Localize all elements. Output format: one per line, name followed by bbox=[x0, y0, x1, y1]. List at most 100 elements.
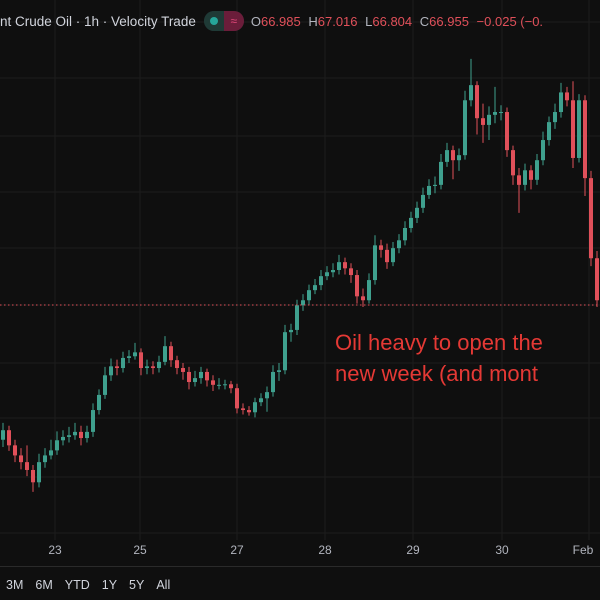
candle bbox=[289, 323, 293, 342]
candle-body bbox=[319, 276, 323, 286]
candle bbox=[529, 165, 533, 190]
x-tick-label: 27 bbox=[230, 543, 244, 557]
candle-body bbox=[391, 248, 395, 263]
candle bbox=[55, 431, 59, 455]
range-ytd-button[interactable]: YTD bbox=[64, 578, 90, 592]
candle-body bbox=[523, 170, 527, 185]
candle-body bbox=[451, 150, 455, 161]
range-5y-button[interactable]: 5Y bbox=[129, 578, 145, 592]
x-tick-label: Feb bbox=[572, 543, 594, 557]
candle-body bbox=[223, 384, 227, 386]
candle-body bbox=[475, 85, 479, 119]
candle-body bbox=[349, 268, 353, 276]
candle-body bbox=[367, 280, 371, 301]
high-label: H bbox=[308, 13, 318, 29]
candle bbox=[547, 116, 551, 146]
x-tick-label: 29 bbox=[406, 543, 420, 557]
candle bbox=[295, 299, 299, 335]
candle-body bbox=[547, 122, 551, 141]
candle bbox=[37, 453, 41, 488]
candle-body bbox=[571, 100, 575, 158]
candle-body bbox=[55, 440, 59, 451]
candle-body bbox=[289, 329, 293, 333]
candle-body bbox=[481, 118, 485, 125]
candle-body bbox=[469, 85, 473, 101]
open-label: O bbox=[250, 13, 261, 29]
candle bbox=[433, 176, 437, 194]
candle-body bbox=[91, 410, 95, 432]
range-3m-button[interactable]: 3M bbox=[6, 578, 24, 592]
candle-body bbox=[559, 92, 563, 113]
candle bbox=[421, 187, 425, 213]
candle-body bbox=[313, 285, 317, 291]
candle bbox=[1, 422, 5, 448]
candle-body bbox=[331, 270, 335, 273]
range-6m-button[interactable]: 6M bbox=[35, 578, 53, 592]
close-label: C bbox=[419, 13, 430, 29]
candle bbox=[133, 342, 137, 360]
candles bbox=[1, 58, 599, 492]
open-value: 66.985 bbox=[260, 13, 301, 29]
candle bbox=[91, 403, 95, 437]
candle bbox=[115, 359, 119, 376]
candle bbox=[343, 257, 347, 275]
candle bbox=[193, 370, 197, 387]
status-dot-icon bbox=[203, 11, 224, 31]
wave-approx-icon: ≈ bbox=[223, 11, 244, 31]
candle bbox=[19, 448, 23, 470]
time-axis[interactable]: 23 25 27 28 29 30 Feb bbox=[0, 540, 600, 564]
candle bbox=[403, 221, 407, 246]
candle-body bbox=[37, 462, 41, 483]
candle bbox=[337, 254, 341, 275]
candle bbox=[595, 250, 599, 307]
candle bbox=[487, 106, 491, 141]
candle bbox=[103, 366, 107, 399]
candle-body bbox=[535, 160, 539, 180]
candle-body bbox=[529, 170, 533, 180]
candle-body bbox=[19, 455, 23, 463]
symbol-title[interactable]: nt Crude Oil · 1h · Velocity Trade bbox=[0, 13, 196, 29]
candle-body bbox=[265, 392, 269, 399]
candle bbox=[49, 439, 53, 460]
candle-body bbox=[493, 112, 497, 115]
candle bbox=[373, 235, 377, 285]
low-label: L bbox=[365, 13, 373, 29]
candle bbox=[325, 266, 329, 281]
candle-body bbox=[133, 352, 137, 357]
range-1y-button[interactable]: 1Y bbox=[101, 578, 118, 592]
candle bbox=[121, 351, 125, 373]
candle bbox=[61, 430, 65, 446]
candle-body bbox=[337, 262, 341, 270]
candle bbox=[79, 425, 83, 446]
candle bbox=[145, 359, 149, 375]
candle-body bbox=[553, 112, 557, 123]
candle-body bbox=[463, 100, 467, 156]
candle-body bbox=[187, 371, 191, 383]
candle-body bbox=[271, 371, 275, 393]
indicator-toggle[interactable]: ≈ bbox=[203, 11, 244, 31]
candle bbox=[583, 95, 587, 197]
candle bbox=[85, 425, 89, 443]
candle bbox=[379, 239, 383, 258]
x-tick-label: 23 bbox=[48, 543, 62, 557]
candle-body bbox=[169, 346, 173, 361]
candle bbox=[493, 86, 497, 124]
x-tick-label: 30 bbox=[495, 543, 509, 557]
candle bbox=[331, 263, 335, 278]
candle-body bbox=[175, 360, 179, 369]
candle bbox=[391, 241, 395, 267]
close-value: 66.955 bbox=[429, 13, 469, 29]
candle bbox=[109, 358, 113, 381]
candle bbox=[283, 324, 287, 375]
range-all-button[interactable]: All bbox=[156, 578, 171, 592]
candle-body bbox=[79, 431, 83, 439]
chart-annotation[interactable]: Oil heavy to open the new week (and mont bbox=[335, 327, 543, 389]
candle bbox=[7, 425, 11, 451]
candle-body bbox=[163, 346, 167, 362]
ohlc-values: O66.985 H67.016 L66.804 C66.955 −0.025 (… bbox=[251, 14, 547, 29]
candle bbox=[229, 380, 233, 394]
candlestick-chart[interactable] bbox=[0, 0, 600, 540]
candle bbox=[73, 422, 77, 440]
candle-body bbox=[379, 245, 383, 250]
candle bbox=[349, 263, 353, 283]
